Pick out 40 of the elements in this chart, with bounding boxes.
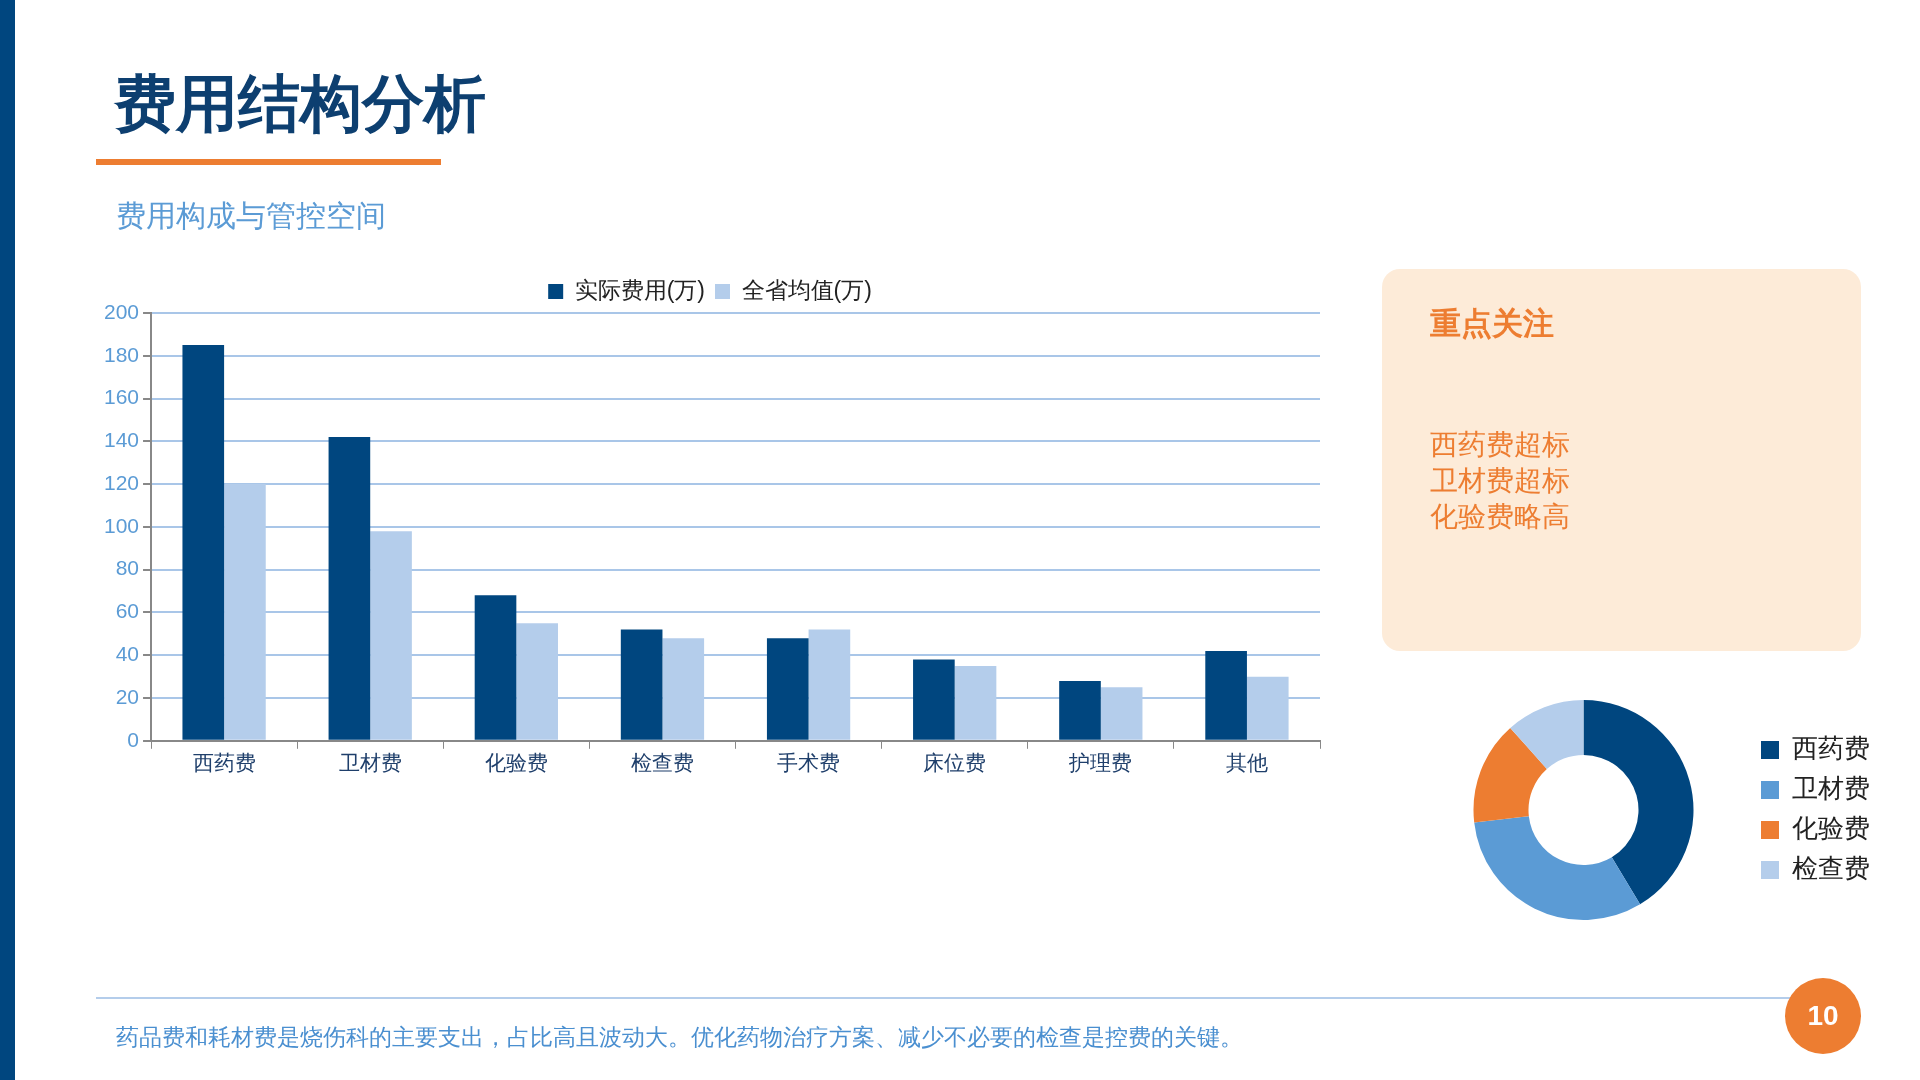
legend-label: 化验费 xyxy=(1792,813,1870,844)
legend-label: 实际费用(万) xyxy=(574,276,706,303)
text: 重点关注 xyxy=(1430,305,1554,343)
legend-label: 检查费 xyxy=(1792,853,1870,884)
y-tick-label: 120 xyxy=(103,470,140,494)
y-tick-label: 60 xyxy=(115,599,140,623)
bar xyxy=(766,638,809,740)
y-tick-label: 20 xyxy=(115,684,140,708)
x-tick-label: 床位费 xyxy=(923,751,987,775)
y-tick-label: 0 xyxy=(127,727,140,751)
y-tick-label: 100 xyxy=(103,513,140,537)
bar xyxy=(913,659,955,740)
text: 西药费超标 xyxy=(1430,428,1570,462)
y-tick-label: 40 xyxy=(115,642,140,666)
text: 化验费略高 xyxy=(1430,500,1570,534)
x-tick-label: 检查费 xyxy=(630,751,694,775)
bar xyxy=(328,437,371,740)
chart-title: 费用结构分析 xyxy=(114,68,486,140)
y-tick-label: 140 xyxy=(103,428,140,452)
bar xyxy=(182,345,225,740)
x-tick-label: 其他 xyxy=(1225,751,1268,775)
x-tick-label: 西药费 xyxy=(192,751,256,775)
text: 药品费和耗材费是烧伤科的主要支出，占比高且波动大。优化药物治疗方案、减少不必要的检查是控费的关键。 xyxy=(116,1023,1243,1052)
bar xyxy=(1205,650,1247,740)
bar xyxy=(1059,680,1101,740)
x-tick-label: 化验费 xyxy=(484,751,548,775)
chart-subtitle: 费用构成与管控空间 xyxy=(116,198,386,234)
bar xyxy=(620,629,663,740)
text: 10 xyxy=(1785,978,1861,1054)
y-tick-label: 200 xyxy=(103,299,140,323)
bar xyxy=(474,595,517,740)
y-tick-label: 160 xyxy=(103,385,140,409)
legend-label: 全省均值(万) xyxy=(741,276,872,303)
y-tick-label: 180 xyxy=(103,342,140,366)
text: 卫材费超标 xyxy=(1430,464,1570,498)
legend-label: 卫材费 xyxy=(1792,773,1870,804)
x-tick-label: 卫材费 xyxy=(338,751,402,775)
y-tick-label: 80 xyxy=(115,556,140,580)
x-tick-label: 手术费 xyxy=(777,751,841,775)
x-tick-label: 护理费 xyxy=(1068,751,1133,775)
